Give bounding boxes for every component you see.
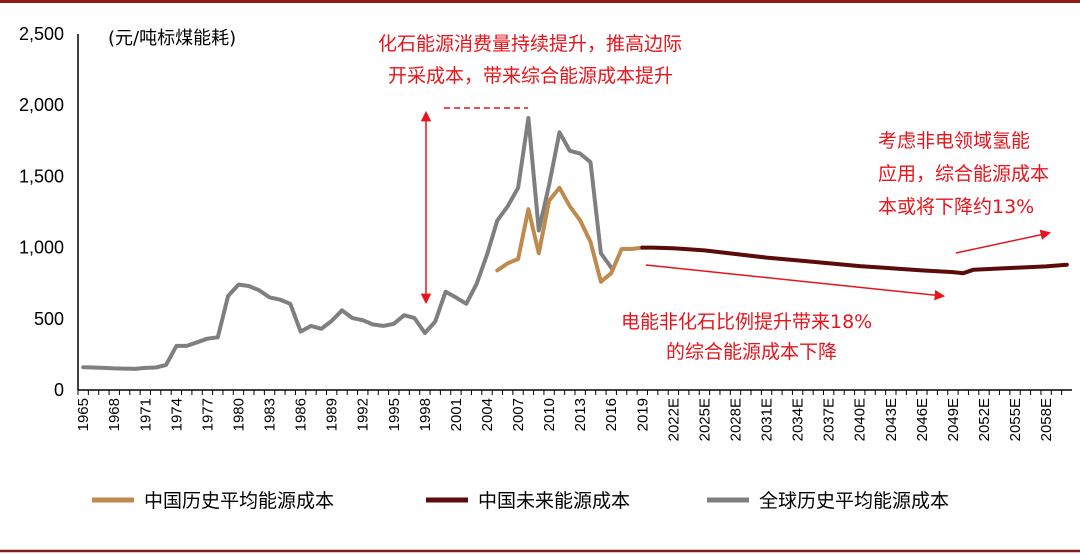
y-axis-ticks: 2,500 2,000 1,500 1,000 500 0 (19, 24, 64, 400)
x-tick-label: 1983 (262, 398, 279, 431)
y-tick-label: 2,000 (19, 95, 64, 115)
x-tick-label: 2025E (696, 398, 713, 441)
series-line-0 (81, 116, 614, 371)
annotation-right-line3: 本或将下降约13% (878, 196, 1034, 218)
legend: 中国历史平均能源成本 中国未来能源成本 全球历史平均能源成本 (92, 490, 949, 512)
up-trend-arrow (955, 229, 1052, 254)
annotation-bottom-line1: 电能非化石比例提升带来18% (621, 311, 872, 333)
x-tick-label: 2028E (727, 398, 744, 441)
x-tick-label: 1968 (106, 398, 123, 431)
x-tick-label: 1998 (417, 398, 434, 431)
x-tick-label: 2001 (448, 398, 465, 431)
x-tick-label: 2004 (479, 398, 496, 431)
legend-label-global-historical: 全球历史平均能源成本 (759, 490, 949, 512)
x-tick-label: 2022E (665, 398, 682, 441)
x-tick-label: 2016 (603, 398, 620, 431)
x-tick-label: 2031E (759, 398, 776, 441)
x-tick-label: 2052E (976, 398, 993, 441)
annotation-marks (420, 107, 1052, 305)
x-tick-label: 1980 (230, 398, 247, 431)
x-tick-label: 1989 (324, 398, 341, 431)
down-trend-arrow (645, 264, 946, 301)
legend-label-china-future: 中国未来能源成本 (478, 490, 630, 512)
x-tick-label: 1986 (293, 398, 310, 431)
series-line-1 (495, 185, 645, 284)
x-tick-label: 1971 (137, 398, 154, 431)
legend-label-china-historical: 中国历史平均能源成本 (144, 490, 334, 512)
x-tick-label: 2013 (572, 398, 589, 431)
x-tick-label: 2010 (541, 398, 558, 431)
series-line-2 (640, 245, 1069, 276)
x-tick-label: 1995 (386, 398, 403, 431)
annotation-bottom-line2: 的综合能源成本下降 (666, 341, 837, 363)
x-tick-label: 2037E (821, 398, 838, 441)
unit-label: (元/吨标煤能耗) (108, 28, 236, 49)
annotation-top-line1: 化石能源消费量持续提升，推高边际 (378, 33, 682, 55)
y-tick-label: 2,500 (19, 24, 64, 44)
annotation-top-line2: 开采成本，带来综合能源成本提升 (388, 65, 673, 87)
x-tick-label: 1977 (199, 398, 216, 431)
annotation-right-line1: 考虑非电领域氢能 (878, 130, 1030, 152)
x-tick-label: 1965 (75, 398, 92, 431)
annotation-right-line2: 应用，综合能源成本 (878, 163, 1049, 185)
y-tick-label: 500 (34, 309, 64, 329)
y-tick-label: 1,500 (19, 166, 64, 186)
x-tick-label: 2034E (790, 398, 807, 441)
x-tick-label: 2046E (914, 398, 931, 441)
x-tick-label: 2019 (634, 398, 651, 431)
series-lines (81, 116, 1069, 371)
x-tick-label: 2007 (510, 398, 527, 431)
x-tick-label: 1992 (355, 398, 372, 431)
y-tick-label: 1,000 (19, 238, 64, 258)
x-tick-label: 2055E (1007, 398, 1024, 441)
x-tick-label: 2058E (1038, 398, 1055, 441)
y-tick-label: 0 (54, 380, 64, 400)
x-tick-label: 1974 (168, 398, 185, 431)
x-tick-label: 2040E (852, 398, 869, 441)
x-axis-ticks: 1965 1968 1971 1974 1977 1980 1983 1986 1989 1992… (75, 390, 1063, 441)
x-tick-label: 2043E (883, 398, 900, 441)
x-tick-label: 2049E (945, 398, 962, 441)
